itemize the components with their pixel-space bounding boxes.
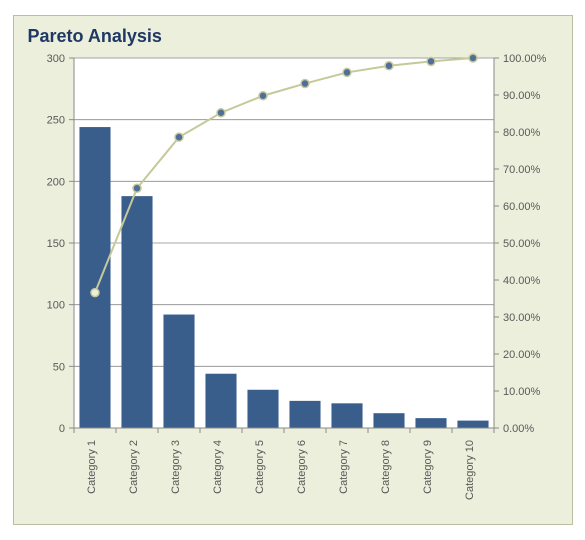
y-right-tick-label: 90.00%	[503, 90, 541, 102]
y-left-tick-label: 50	[52, 361, 64, 373]
y-right-tick-label: 10.00%	[503, 386, 541, 398]
line-marker-8	[385, 62, 393, 70]
y-left-tick-label: 0	[58, 423, 64, 435]
y-right-tick-label: 70.00%	[503, 164, 541, 176]
y-right-tick-label: 100.00%	[503, 53, 547, 65]
line-marker-2	[133, 184, 141, 192]
bar-3	[163, 315, 194, 428]
y-right-tick-label: 20.00%	[503, 349, 541, 361]
x-category-label-9: Category 9	[422, 440, 434, 494]
x-category-label-10: Category 10	[464, 440, 476, 500]
x-category-label-5: Category 5	[254, 440, 266, 494]
chart-title: Pareto Analysis	[28, 26, 162, 47]
line-marker-6	[301, 80, 309, 88]
bar-6	[289, 401, 320, 428]
bar-2	[121, 196, 152, 428]
y-right-tick-label: 60.00%	[503, 201, 541, 213]
line-marker-7	[343, 68, 351, 76]
line-marker-5	[259, 92, 267, 100]
bar-10	[457, 421, 488, 428]
bar-4	[205, 374, 236, 428]
bar-8	[373, 413, 404, 428]
line-marker-3	[175, 133, 183, 141]
x-category-label-3: Category 3	[170, 440, 182, 494]
pareto-chart: 0 50 100 150 200 250 300 0.00% 10.00% 20.00% 30.00…	[14, 16, 574, 526]
bar-5	[247, 390, 278, 428]
line-marker-10	[469, 54, 477, 62]
y-right-tick-label: 50.00%	[503, 238, 541, 250]
x-category-label-6: Category 6	[296, 440, 308, 494]
x-category-label-4: Category 4	[212, 440, 224, 494]
x-category-label-8: Category 8	[380, 440, 392, 494]
y-left-tick-label: 300	[46, 53, 64, 65]
y-right-tick-label: 0.00%	[503, 423, 534, 435]
bar-9	[415, 418, 446, 428]
chart-panel: Pareto Analysis 0 50 100 150 200 250 300 0.00% 1…	[13, 15, 573, 525]
y-left-tick-label: 150	[46, 238, 64, 250]
line-marker-4	[217, 109, 225, 117]
x-category-label-1: Category 1	[86, 440, 98, 494]
bar-7	[331, 403, 362, 428]
y-right-tick-label: 30.00%	[503, 312, 541, 324]
y-left-tick-label: 100	[46, 300, 64, 312]
line-marker-9	[427, 57, 435, 65]
x-category-label-2: Category 2	[128, 440, 140, 494]
x-category-label-7: Category 7	[338, 440, 350, 494]
y-right-tick-label: 80.00%	[503, 127, 541, 139]
line-marker-1	[91, 289, 99, 297]
y-left-tick-label: 200	[46, 176, 64, 188]
y-left-tick-label: 250	[46, 115, 64, 127]
bar-1	[79, 127, 110, 428]
y-right-tick-label: 40.00%	[503, 275, 541, 287]
